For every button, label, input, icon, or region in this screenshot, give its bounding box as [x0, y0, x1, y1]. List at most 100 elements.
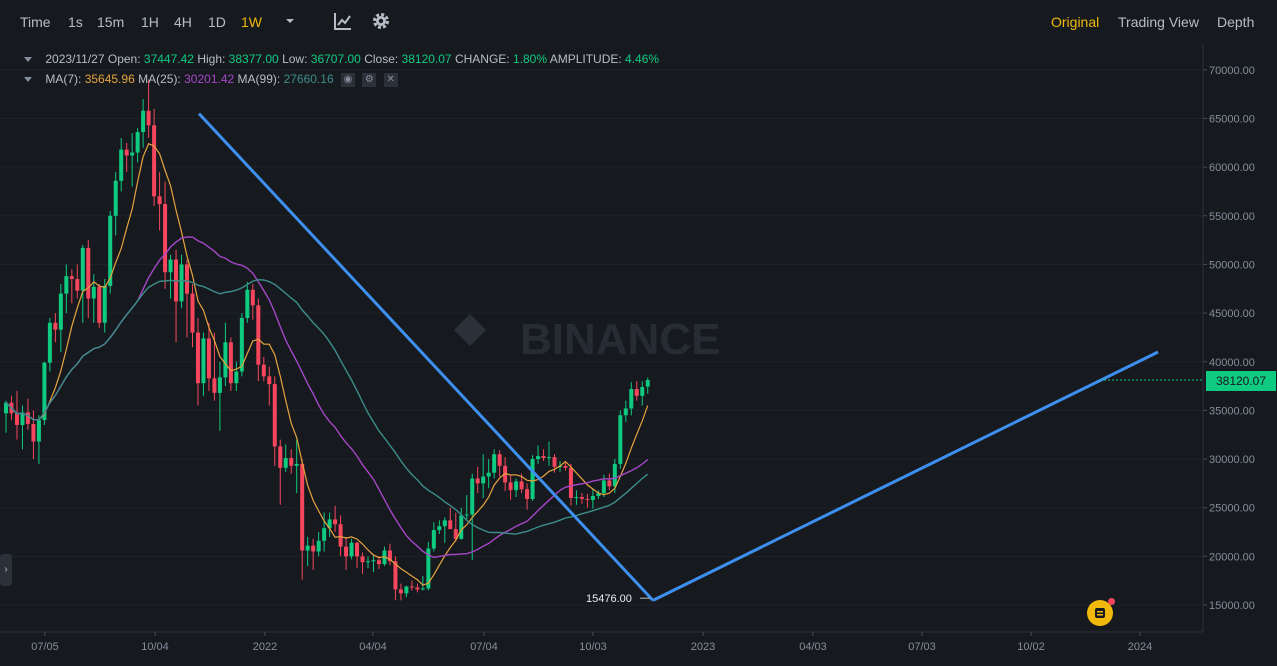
open-value: 37447.42 — [143, 52, 194, 66]
candle-body — [387, 550, 392, 562]
close-label: Close: — [364, 52, 399, 66]
y-tick-label: 55000.00 — [1209, 211, 1255, 223]
candle-body — [519, 481, 524, 490]
candle-body — [316, 540, 321, 552]
ma7-label: MA(7): — [45, 72, 82, 86]
candle-body — [514, 481, 519, 491]
candle-body — [91, 286, 96, 299]
candle-body — [508, 482, 513, 491]
timeframe-1d[interactable]: 1D — [208, 14, 226, 30]
timeframe-1s[interactable]: 1s — [68, 14, 83, 30]
more-timeframes-caret-icon[interactable] — [281, 12, 303, 34]
expand-panel-handle[interactable]: › — [0, 554, 12, 586]
x-tick-label: 04/04 — [359, 641, 387, 653]
candle-body — [305, 545, 310, 551]
ma-settings-icon[interactable]: ⚙ — [362, 72, 377, 87]
candle-body — [568, 467, 573, 498]
candle-body — [124, 149, 129, 156]
timeframe-4h[interactable]: 4H — [174, 14, 192, 30]
candle-body — [404, 586, 409, 594]
candle-body — [250, 289, 255, 306]
candle-body — [327, 519, 332, 529]
collapse-legend-icon[interactable] — [24, 57, 32, 63]
timeframe-15m[interactable]: 15m — [97, 14, 125, 30]
candle-body — [590, 496, 595, 500]
candle-body — [239, 317, 244, 372]
chart-toolbar: Time 1s 15m 1H 4H 1D 1W Original Trading… — [0, 0, 1277, 45]
low-label: Low: — [282, 52, 308, 66]
x-tick-label: 2022 — [253, 641, 277, 653]
candle-body — [108, 215, 113, 286]
x-tick-label: 2024 — [1128, 641, 1152, 653]
candle-body — [464, 514, 469, 516]
collapse-ma-icon[interactable] — [24, 77, 32, 83]
x-tick-label: 2023 — [691, 641, 715, 653]
ma25-label: MA(25): — [138, 72, 181, 86]
x-tick-label: 07/05 — [31, 641, 59, 653]
candle-body — [355, 542, 360, 557]
candle-body — [58, 293, 63, 330]
change-label: CHANGE: — [454, 52, 510, 66]
candle-body — [31, 424, 36, 442]
candle-body — [201, 338, 206, 384]
candlestick-chart[interactable]: 70000.00 65000.00 60000.00 55000.00 50000.00… — [0, 44, 1277, 666]
candle-body — [228, 342, 233, 384]
candle-body — [475, 478, 480, 484]
view-depth[interactable]: Depth — [1217, 14, 1255, 30]
candle-body — [552, 457, 557, 467]
candle-body — [278, 446, 283, 468]
candle-body — [398, 589, 403, 594]
y-tick-label: 25000.00 — [1209, 503, 1255, 515]
candle-body — [168, 259, 173, 273]
candle-body — [163, 204, 168, 273]
trendline-down — [197, 112, 655, 602]
eye-icon[interactable]: ◉ — [340, 72, 355, 87]
candle-body — [349, 542, 354, 557]
candle-body — [289, 458, 294, 466]
candle-body — [42, 362, 47, 421]
floating-action-button[interactable] — [1087, 598, 1115, 626]
indicators-icon[interactable] — [332, 10, 354, 32]
timeframe-1w[interactable]: 1W — [241, 14, 262, 30]
timeframe-1h[interactable]: 1H — [141, 14, 159, 30]
notes-icon — [1095, 608, 1105, 618]
candle-body — [300, 463, 305, 551]
candle-body — [190, 293, 195, 333]
candle-body — [470, 478, 475, 515]
candle-body — [547, 457, 552, 459]
candle-body — [536, 456, 541, 460]
low-value: 36707.00 — [310, 52, 361, 66]
candle-body — [492, 454, 497, 473]
time-button[interactable]: Time — [20, 14, 51, 30]
candle-body — [261, 364, 266, 377]
candle-body — [431, 530, 436, 549]
x-tick-label: 07/03 — [908, 641, 936, 653]
high-value: 38377.00 — [228, 52, 279, 66]
view-original[interactable]: Original — [1051, 14, 1100, 30]
candle-body — [640, 387, 645, 396]
view-trading-view[interactable]: Trading View — [1118, 14, 1199, 30]
close-value: 38120.07 — [401, 52, 452, 66]
x-tick-label: 04/03 — [799, 641, 827, 653]
candle-body — [437, 526, 442, 531]
candle-body — [179, 264, 184, 302]
candle-body — [146, 110, 151, 126]
candle-body — [102, 285, 107, 323]
candle-body — [157, 196, 162, 205]
trendline-up — [652, 350, 1159, 602]
candle-body — [256, 305, 261, 365]
candle-body — [212, 378, 217, 393]
y-tick-label: 60000.00 — [1209, 162, 1255, 174]
notification-dot — [1108, 598, 1115, 605]
close-icon[interactable]: ✕ — [383, 72, 398, 87]
candle-body — [481, 476, 486, 484]
x-tick-label: 10/02 — [1017, 641, 1045, 653]
candle-body — [371, 560, 376, 562]
candle-body — [141, 110, 146, 133]
candle-body — [36, 420, 41, 442]
candle-body — [130, 152, 135, 156]
settings-gear-icon[interactable] — [370, 10, 392, 32]
candle-body — [195, 332, 200, 384]
ma99-line — [5, 278, 649, 535]
candle-body — [618, 415, 623, 464]
